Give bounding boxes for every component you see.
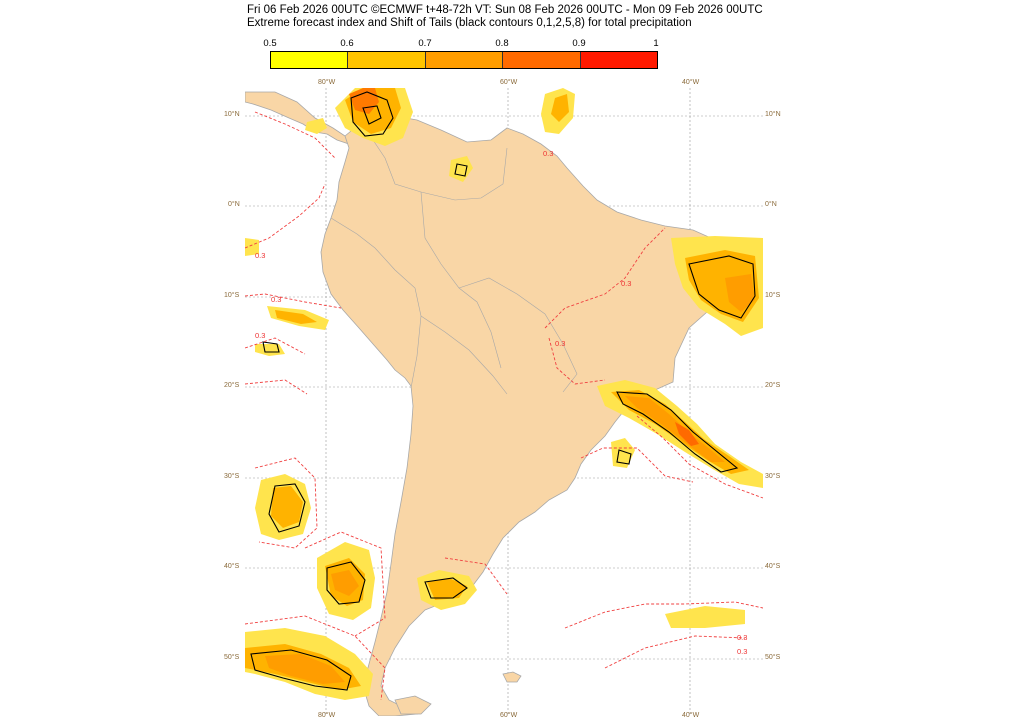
lon-label-bottom: 60°W <box>500 712 518 719</box>
country-borders <box>330 127 578 395</box>
lat-label-left: 0°N <box>228 201 240 208</box>
legend-label: 1 <box>653 38 659 49</box>
legend-label: 0.9 <box>572 38 586 49</box>
central-america <box>245 91 354 145</box>
legend-swatch <box>503 52 581 68</box>
lat-label-left: 50°S <box>224 654 240 661</box>
lat-label-left: 20°S <box>224 382 240 389</box>
sot-contours <box>250 91 756 691</box>
lat-label-right: 50°S <box>765 654 781 661</box>
color-legend: 0.5 0.6 0.7 0.8 0.9 1 <box>263 38 659 70</box>
legend-color-bar <box>270 51 658 69</box>
contour-label: 0.3 <box>621 279 631 288</box>
lon-label-top: 40°W <box>682 79 700 86</box>
legend-label: 0.7 <box>418 38 432 49</box>
lat-label-right: 10°S <box>765 292 781 299</box>
contour-label: 0.3 <box>255 331 265 340</box>
lat-label-right: 0°N <box>765 201 777 208</box>
contour-label: 0.3 <box>555 339 565 348</box>
lat-label-left: 10°S <box>224 292 240 299</box>
legend-label: 0.8 <box>495 38 509 49</box>
legend-swatch <box>580 52 658 68</box>
efi-shading <box>245 88 763 700</box>
lat-label-left: 40°S <box>224 563 240 570</box>
contour-label: 0.3 <box>737 647 747 656</box>
contour-labels: 0.3 0.3 0.3 0.3 0.3 0.3 0.3 0.3 <box>255 149 747 656</box>
tierra-del-fuego <box>394 695 432 715</box>
lat-label-left: 30°S <box>224 473 240 480</box>
lat-label-right: 30°S <box>765 473 781 480</box>
lat-label-right: 20°S <box>765 382 781 389</box>
contour-label: 0.3 <box>271 295 281 304</box>
legend-label: 0.6 <box>340 38 354 49</box>
legend-swatch <box>348 52 426 68</box>
precipitation-efi-map: 0.3 0.3 0.3 0.3 0.3 0.3 0.3 0.3 80°W 60°… <box>245 88 763 716</box>
lon-label-bottom: 80°W <box>318 712 336 719</box>
lat-label-right: 10°N <box>765 111 781 118</box>
falkland-islands <box>502 671 522 683</box>
contour-label: 0.3 <box>543 149 553 158</box>
map-title-line-1: Fri 06 Feb 2026 00UTC ©ECMWF t+48-72h VT… <box>247 4 763 16</box>
land-mass <box>245 91 722 716</box>
map-title-line-2: Extreme forecast index and Shift of Tail… <box>247 17 692 29</box>
lon-label-top: 60°W <box>500 79 518 86</box>
lon-label-bottom: 40°W <box>682 712 700 719</box>
contour-label: 0.3 <box>737 633 747 642</box>
lat-label-left: 10°N <box>224 111 240 118</box>
lon-label-top: 80°W <box>318 79 336 86</box>
legend-swatch <box>425 52 504 68</box>
lat-label-right: 40°S <box>765 563 781 570</box>
efi-0.3-contours <box>245 111 763 701</box>
legend-swatch <box>271 52 349 68</box>
legend-label: 0.5 <box>263 38 277 49</box>
contour-label: 0.3 <box>255 251 265 260</box>
